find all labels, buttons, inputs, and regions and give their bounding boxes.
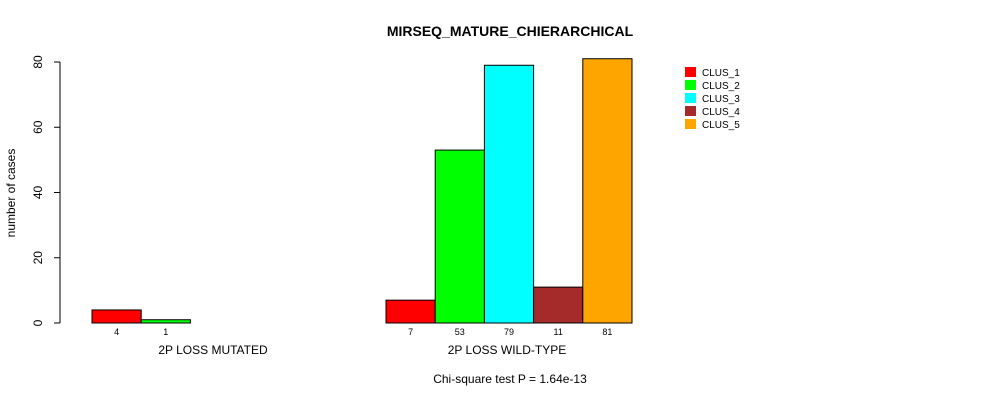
y-tick-label: 20 [31,251,45,265]
bar-clus-1-mutated [91,309,142,324]
count-label: 7 [408,327,413,337]
count-label: 53 [455,327,465,337]
y-axis: 0 20 40 60 80 [31,55,61,326]
y-axis-label: number of cases [4,149,18,238]
y-tick-label: 60 [31,120,45,134]
legend-swatch-clus-5 [685,119,696,129]
bar-clus-1-wild-type [385,299,436,324]
legend-label: CLUS_5 [702,120,740,131]
count-label: 11 [554,327,563,337]
bars [91,58,633,324]
count-label: 79 [504,327,514,337]
legend-swatch-clus-3 [685,93,696,103]
count-label: 4 [114,327,119,337]
legend-label: CLUS_1 [702,68,740,79]
bar-clus-2-wild-type [434,149,485,324]
count-labels: 4 1 7 53 79 11 81 [114,327,612,337]
group-label: 2P LOSS MUTATED [158,343,268,357]
legend-swatch-clus-2 [685,80,696,90]
bar-clus-5-wild-type [582,58,633,324]
y-tick-label: 80 [31,55,45,69]
legend-label: CLUS_3 [702,94,740,105]
legend: CLUS_1 CLUS_2 CLUS_3 CLUS_4 CLUS_5 [685,67,740,131]
bar-clus-3-wild-type [483,64,535,324]
chart-title: MIRSEQ_MATURE_CHIERARCHICAL [387,23,634,39]
group-labels: 2P LOSS MUTATED 2P LOSS WILD-TYPE [158,343,566,357]
group-label: 2P LOSS WILD-TYPE [448,343,566,357]
count-label: 1 [163,327,168,337]
legend-label: CLUS_2 [702,81,740,92]
bar-clus-2-mutated [140,319,191,324]
y-tick-label: 40 [31,186,45,200]
legend-label: CLUS_4 [702,107,740,118]
legend-swatch-clus-4 [685,106,696,116]
count-label: 81 [602,327,612,337]
y-tick-label: 0 [31,319,45,326]
chi-square-text: Chi-square test P = 1.64e-13 [433,372,587,386]
legend-swatch-clus-1 [685,67,696,77]
bar-clus-4-wild-type [533,286,584,324]
